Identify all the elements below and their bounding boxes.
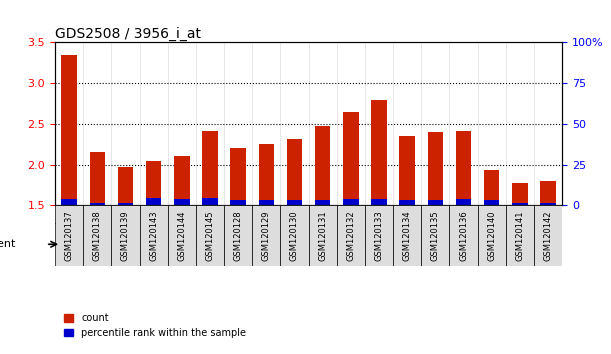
- Text: GSM120128: GSM120128: [233, 210, 243, 261]
- Text: gamma radiation: gamma radiation: [126, 238, 210, 249]
- Bar: [61, 55, 77, 199]
- Text: GSM120132: GSM120132: [346, 210, 356, 261]
- Bar: [61, 199, 77, 205]
- Text: GSM120137: GSM120137: [65, 210, 73, 261]
- Bar: [258, 200, 274, 205]
- FancyBboxPatch shape: [479, 225, 561, 263]
- Text: GSM120138: GSM120138: [93, 210, 102, 261]
- FancyBboxPatch shape: [83, 205, 111, 266]
- FancyBboxPatch shape: [252, 205, 280, 266]
- Text: GSM120133: GSM120133: [375, 210, 384, 261]
- Bar: [456, 199, 471, 205]
- Text: GSM120135: GSM120135: [431, 210, 440, 261]
- Bar: [540, 181, 556, 203]
- Bar: [146, 198, 161, 205]
- Text: GSM120141: GSM120141: [515, 210, 524, 261]
- Bar: [428, 132, 443, 200]
- FancyBboxPatch shape: [421, 205, 450, 266]
- Text: neocarzinostatin: neocarzinostatin: [395, 238, 476, 249]
- Bar: [118, 167, 133, 203]
- FancyBboxPatch shape: [56, 225, 138, 263]
- FancyBboxPatch shape: [309, 205, 337, 266]
- Bar: [484, 200, 499, 205]
- Legend: count, percentile rank within the sample: count, percentile rank within the sample: [60, 309, 250, 342]
- FancyBboxPatch shape: [506, 205, 534, 266]
- Text: GSM120136: GSM120136: [459, 210, 468, 261]
- Bar: [315, 126, 331, 200]
- FancyBboxPatch shape: [224, 205, 252, 266]
- Bar: [400, 200, 415, 205]
- Text: esperamicin A1: esperamicin A1: [313, 238, 389, 249]
- Bar: [146, 161, 161, 198]
- Bar: [371, 100, 387, 199]
- Text: GSM120130: GSM120130: [290, 210, 299, 261]
- FancyBboxPatch shape: [534, 205, 562, 266]
- FancyBboxPatch shape: [167, 205, 196, 266]
- Bar: [202, 131, 218, 198]
- Bar: [428, 200, 443, 205]
- FancyBboxPatch shape: [55, 205, 83, 266]
- Bar: [484, 170, 499, 200]
- FancyBboxPatch shape: [196, 205, 224, 266]
- FancyBboxPatch shape: [139, 205, 167, 266]
- Bar: [371, 199, 387, 205]
- FancyBboxPatch shape: [478, 205, 506, 266]
- Bar: [174, 199, 189, 205]
- Bar: [400, 136, 415, 200]
- FancyBboxPatch shape: [395, 225, 476, 263]
- Bar: [343, 112, 359, 199]
- FancyBboxPatch shape: [280, 205, 309, 266]
- Text: GSM120134: GSM120134: [403, 210, 412, 261]
- Text: agent: agent: [0, 239, 15, 249]
- Text: GSM120140: GSM120140: [487, 210, 496, 261]
- Bar: [174, 156, 189, 199]
- Bar: [202, 198, 218, 205]
- FancyBboxPatch shape: [141, 225, 194, 263]
- Bar: [89, 152, 105, 203]
- FancyBboxPatch shape: [197, 225, 307, 263]
- Bar: [230, 200, 246, 205]
- Text: methanol: methanol: [74, 238, 120, 249]
- Bar: [89, 203, 105, 205]
- Bar: [343, 199, 359, 205]
- Bar: [540, 203, 556, 205]
- Text: GSM120144: GSM120144: [177, 210, 186, 261]
- FancyBboxPatch shape: [365, 205, 393, 266]
- Text: GSM120145: GSM120145: [205, 210, 214, 261]
- Bar: [315, 200, 331, 205]
- Bar: [230, 148, 246, 200]
- Text: GSM120131: GSM120131: [318, 210, 327, 261]
- Bar: [287, 200, 302, 205]
- Bar: [118, 203, 133, 205]
- FancyBboxPatch shape: [393, 205, 421, 266]
- Text: GSM120142: GSM120142: [544, 210, 552, 261]
- FancyBboxPatch shape: [111, 205, 139, 266]
- Text: calicheamicin: calicheamicin: [219, 238, 286, 249]
- Bar: [258, 144, 274, 200]
- FancyBboxPatch shape: [310, 225, 392, 263]
- Bar: [287, 138, 302, 200]
- Bar: [512, 203, 528, 205]
- Text: GSM120129: GSM120129: [262, 210, 271, 261]
- Text: mock gamma: mock gamma: [486, 238, 553, 249]
- FancyBboxPatch shape: [450, 205, 478, 266]
- Bar: [512, 183, 528, 203]
- Text: GSM120143: GSM120143: [149, 210, 158, 261]
- Text: GDS2508 / 3956_i_at: GDS2508 / 3956_i_at: [55, 27, 201, 41]
- Text: GSM120139: GSM120139: [121, 210, 130, 261]
- Bar: [456, 131, 471, 199]
- FancyBboxPatch shape: [337, 205, 365, 266]
